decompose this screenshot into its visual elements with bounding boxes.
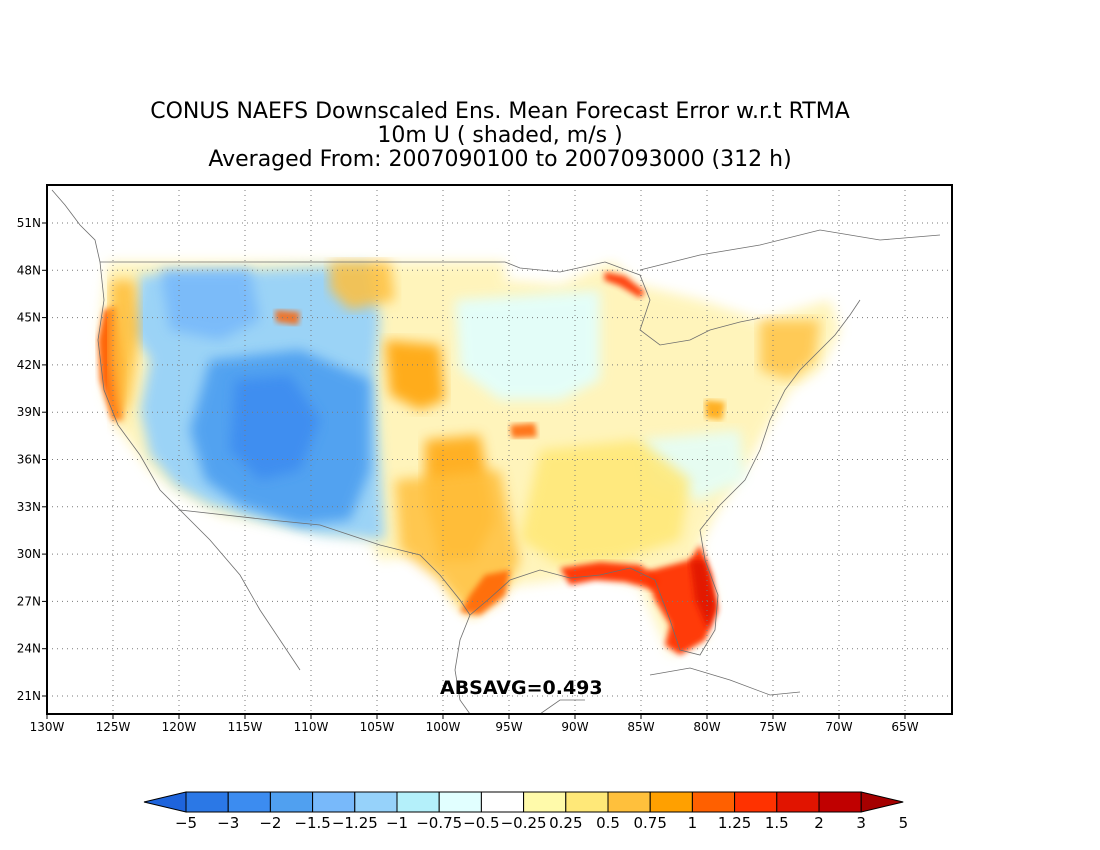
lat-label: 39N — [17, 405, 41, 419]
lon-label: 115W — [228, 720, 263, 734]
lon-label: 125W — [96, 720, 131, 734]
colorbar-label: 0.25 — [549, 814, 582, 832]
lat-label: 51N — [17, 216, 41, 230]
mexico-border — [179, 509, 471, 616]
field-superior — [604, 272, 645, 298]
field-blue-north — [160, 270, 260, 340]
lat-label: 48N — [17, 263, 41, 277]
colorbar-label: 2 — [814, 814, 824, 832]
lon-label: 85W — [627, 720, 654, 734]
colorbar-label: 3 — [856, 814, 866, 832]
lat-label: 24N — [17, 642, 41, 656]
lon-label: 90W — [561, 720, 588, 734]
lat-label: 36N — [17, 453, 41, 467]
lon-label: 65W — [891, 720, 918, 734]
field-gulf-coast — [560, 562, 660, 590]
mexico-coast — [454, 614, 471, 714]
atlantic-coast — [699, 299, 861, 531]
great-lakes — [604, 261, 761, 346]
title-line-3: Averaged From: 2007090100 to 2007093000 … — [208, 147, 792, 172]
lon-label: 75W — [759, 720, 786, 734]
canada-east — [639, 229, 941, 271]
colorbar-box — [396, 791, 440, 813]
colorbar-label: −1.5 — [294, 814, 330, 832]
colorbar-label: 0.5 — [596, 814, 620, 832]
colorbar-label: −0.5 — [463, 814, 499, 832]
yucatan — [539, 699, 585, 714]
colorbar-label: −3 — [217, 814, 239, 832]
gulf-coast-outline — [469, 529, 719, 656]
cuba — [649, 667, 801, 696]
colorbar-label: 1.25 — [718, 814, 751, 832]
colorbar-label: 0.75 — [633, 814, 666, 832]
colorbar-label: 1 — [688, 814, 698, 832]
map-frame — [46, 184, 953, 715]
us-canada-border — [100, 261, 606, 273]
field-florida-tip — [690, 560, 716, 630]
lat-label: 33N — [17, 500, 41, 514]
lon-label: 95W — [495, 720, 522, 734]
shaded-field — [98, 262, 840, 655]
lon-label: 110W — [294, 720, 329, 734]
title-line-2: 10m U ( shaded, m/s ) — [377, 123, 623, 148]
colorbar-box — [480, 791, 525, 813]
lon-label: 130W — [30, 720, 65, 734]
lon-labels: 130W 125W 120W 115W 110W 105W 100W 95W 90W 85W 80W… — [30, 720, 919, 734]
lat-label: 27N — [17, 594, 41, 608]
canada-west-coast — [51, 189, 101, 263]
lat-label: 30N — [17, 547, 41, 561]
colorbar-label: 1.5 — [765, 814, 789, 832]
colorbar-label: −1 — [386, 814, 408, 832]
lon-label: 80W — [693, 720, 720, 734]
colorbar-box — [269, 791, 314, 813]
colorbar-arrow-low — [143, 791, 187, 813]
colorbar-label: −0.25 — [501, 814, 547, 832]
colorbar-box — [691, 791, 736, 813]
lat-label: 45N — [17, 311, 41, 325]
colorbar-box — [227, 791, 271, 813]
geographic-outlines — [51, 189, 941, 714]
colorbar-box — [312, 791, 356, 813]
title-line-1: CONUS NAEFS Downscaled Ens. Mean Forecas… — [150, 99, 850, 124]
colorbar-box — [734, 791, 778, 813]
colorbar-box — [818, 791, 862, 813]
colorbar-box — [185, 791, 229, 813]
colorbar-box — [565, 791, 609, 813]
field-texas-coast — [460, 570, 510, 615]
colorbar-label: 5 — [899, 814, 909, 832]
pacific-coast — [97, 261, 301, 671]
colorbar-label: −0.75 — [416, 814, 462, 832]
field-nc-spot — [705, 400, 725, 420]
field-mo-spot — [510, 423, 537, 438]
axis-ticks — [42, 222, 906, 719]
colorbar-label: −5 — [175, 814, 197, 832]
colorbar-box — [523, 791, 567, 813]
colorbar — [143, 791, 904, 813]
lon-label: 105W — [360, 720, 395, 734]
colorbar-labels: −5 −3 −2 −1.5 −1.25 −1 −0.75 −0.5 −0.25 0.25 0.5 0.… — [175, 814, 908, 832]
graticule — [47, 185, 952, 714]
field-blue-deep — [230, 375, 320, 480]
lon-label: 70W — [825, 720, 852, 734]
absavg-label: ABSAVG=0.493 — [440, 677, 603, 699]
map-title: CONUS NAEFS Downscaled Ens. Mean Forecas… — [0, 100, 1000, 172]
lat-labels: 51N 48N 45N 42N 39N 36N 33N 30N 27N 24N 21N — [17, 216, 41, 703]
lat-label: 42N — [17, 358, 41, 372]
colorbar-box — [776, 791, 820, 813]
field-nd — [330, 262, 395, 310]
field-lightcyan-north — [455, 290, 600, 400]
lat-label: 21N — [17, 689, 41, 703]
colorbar-label: −1.25 — [332, 814, 378, 832]
colorbar-box — [438, 791, 482, 813]
lon-label: 100W — [426, 720, 461, 734]
field-plains-orange — [385, 340, 445, 410]
colorbar-box — [607, 791, 651, 813]
colorbar-box — [649, 791, 693, 813]
colorbar-box — [354, 791, 398, 813]
field-southeast — [520, 440, 690, 565]
lon-label: 120W — [162, 720, 197, 734]
colorbar-arrow-high — [860, 791, 904, 813]
colorbar-label: −2 — [259, 814, 281, 832]
